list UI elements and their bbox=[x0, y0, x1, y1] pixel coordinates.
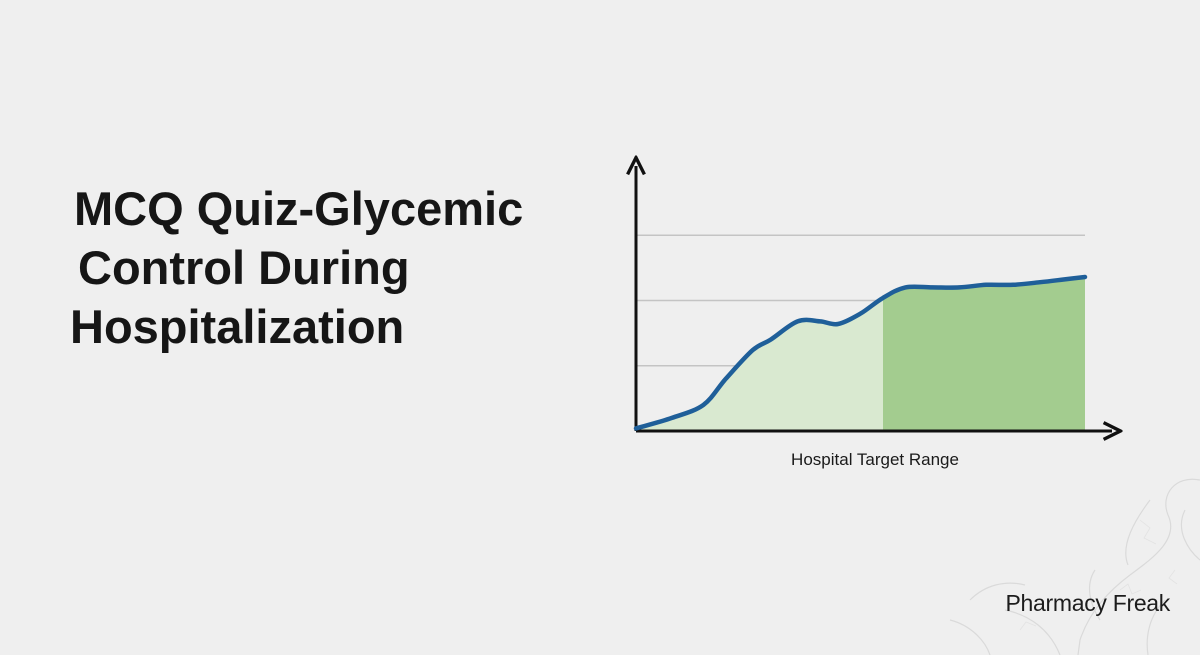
line-layer bbox=[633, 274, 1088, 431]
area-layer bbox=[636, 277, 1085, 431]
title-line-1: MCQ Quiz-Glycemic bbox=[74, 182, 524, 235]
axis-layer bbox=[636, 166, 1112, 431]
area-target-range bbox=[882, 277, 1085, 431]
page-title: MCQ Quiz-Glycemic Control During Hospita… bbox=[70, 180, 590, 356]
area-pre-target bbox=[636, 297, 883, 431]
title-line-2: Control During bbox=[78, 240, 410, 294]
title-line-3: Hospitalization bbox=[70, 299, 405, 353]
brand-logo-text: Pharmacy Freak bbox=[1005, 590, 1170, 616]
x-axis-label: Hospital Target Range bbox=[791, 450, 959, 469]
series-line bbox=[633, 274, 1088, 431]
